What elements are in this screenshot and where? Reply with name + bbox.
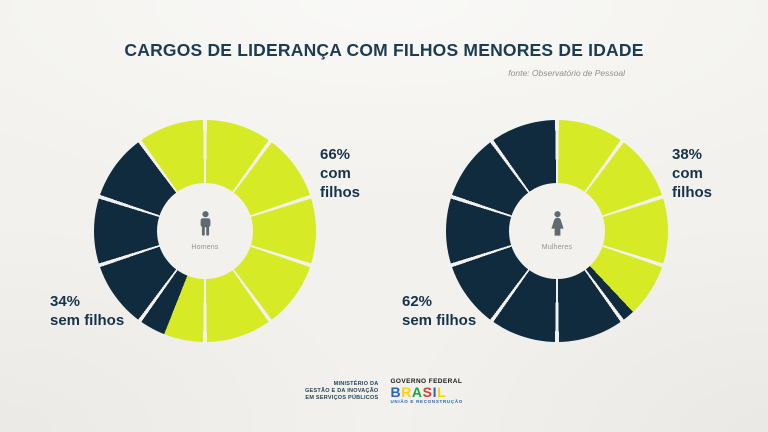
uniao-reconstrucao-tagline: UNIÃO E RECONSTRUÇÃO [390,399,463,404]
ministry-line: EM SERVIÇOS PÚBLICOS [305,394,379,401]
chart-mulheres: Mulheres 38% com filhos 62% sem filhos [372,112,712,372]
donut-center-mulheres: Mulheres [509,183,605,279]
page-title: CARGOS DE LIDERANÇA COM FILHOS MENORES D… [124,40,644,60]
source-note: fonte: Observatório de Pessoal [508,68,625,78]
callout-label: sem filhos [402,312,477,329]
callout-sem-filhos-homens: 34% sem filhos [50,292,124,330]
header: CARGOS DE LIDERANÇA COM FILHOS MENORES D… [0,40,768,61]
ministry-logo-text: MINISTÉRIO DA GESTÃO E DA INOVAÇÃO EM SE… [305,381,378,402]
ministry-line: GESTÃO E DA INOVAÇÃO [305,387,379,394]
footer: MINISTÉRIO DA GESTÃO E DA INOVAÇÃO EM SE… [0,378,768,404]
callout-value: 34% [50,293,81,310]
callout-label: com filhos [320,165,360,201]
callout-value: 38% [672,146,703,163]
callout-com-filhos-mulheres: 38% com filhos [672,145,712,202]
chart-homens: Homens 66% com filhos 34% sem filhos [20,112,360,372]
donut-homens: Homens [94,120,316,342]
donut-center-homens: Homens [157,183,253,279]
governo-federal-label: GOVERNO FEDERAL [390,378,463,385]
donut-center-label: Mulheres [541,244,573,251]
governo-federal-logo: GOVERNO FEDERAL BRASIL UNIÃO E RECONSTRU… [390,378,463,404]
ministry-line: MINISTÉRIO DA [333,380,379,387]
callout-label: com filhos [672,165,712,201]
donut-mulheres: Mulheres [446,120,668,342]
callout-value: 66% [320,146,351,163]
callout-com-filhos-homens: 66% com filhos [320,145,360,202]
man-icon [197,211,214,241]
woman-icon [548,211,567,241]
donut-center-label: Homens [191,244,219,251]
callout-label: sem filhos [50,312,125,329]
brasil-wordmark: BRASIL [390,384,447,400]
callout-sem-filhos-mulheres: 62% sem filhos [402,292,476,330]
callout-value: 62% [402,293,433,310]
